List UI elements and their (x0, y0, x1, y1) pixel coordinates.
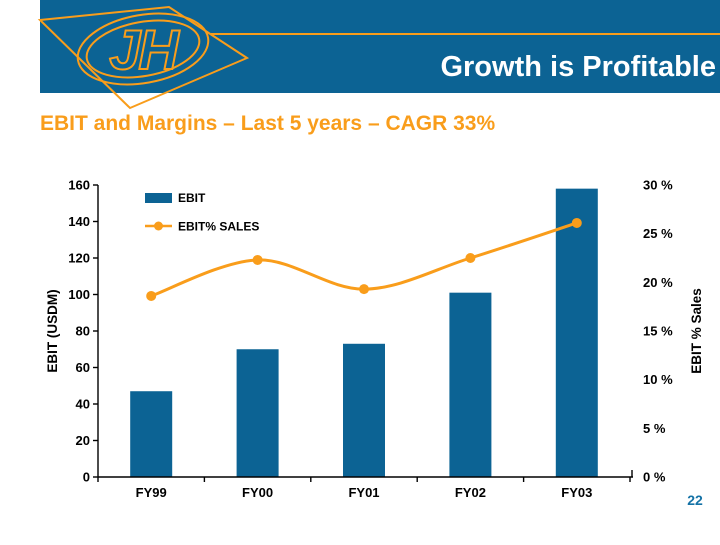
category-label-FY01: FY01 (348, 485, 379, 500)
category-label-FY00: FY00 (242, 485, 273, 500)
bar-FY99 (130, 391, 173, 477)
line-marker-FY03 (571, 217, 582, 228)
line-marker-FY99 (146, 290, 157, 301)
right-tick-label: 15 % (643, 324, 673, 339)
logo-monogram: JH (109, 18, 180, 81)
legend-marker-ebit-percent (154, 221, 163, 231)
chart-canvas: 0 20 40 60 80 100 120 140 160 0 % 5 % 10 % 15 % 20 % 2… (45, 178, 704, 501)
right-tick-label: 0 % (643, 470, 666, 485)
right-tick-label: 30 % (643, 178, 673, 193)
right-axis-labels: 0 % 5 % 10 % 15 % 20 % 25 % 30 % (643, 178, 673, 485)
logo-outer-ellipse (76, 12, 210, 86)
left-tick-label: 40 (76, 397, 90, 412)
category-label-FY02: FY02 (455, 485, 486, 500)
right-tick-label: 25 % (643, 226, 673, 241)
ebit-bars (130, 188, 598, 477)
ebit-margins-chart: 0 20 40 60 80 100 120 140 160 0 % 5 % 10 % 15 % 20 % 2… (0, 150, 720, 540)
left-tick-label: 120 (68, 251, 90, 266)
bar-FY03 (555, 188, 598, 477)
logo-inner-ellipse (85, 19, 201, 79)
left-tick-label: 0 (83, 470, 90, 485)
left-tick-label: 80 (76, 324, 90, 339)
line-marker-FY02 (465, 253, 476, 263)
slide-subtitle: EBIT and Margins – Last 5 years – CAGR 3… (40, 112, 496, 135)
category-label-FY03: FY03 (561, 485, 592, 500)
ebit-percent-sales-line (146, 217, 582, 301)
right-tick-label: 10 % (643, 372, 673, 387)
right-axis-title: EBIT % Sales (689, 288, 704, 374)
axes (97, 185, 633, 482)
chart-legend: EBIT EBIT% SALES (145, 191, 259, 234)
x-axis-labels: FY99 FY00 FY01 FY02 FY03 (136, 485, 593, 500)
page-number: 22 (687, 492, 703, 508)
left-axis-title: EBIT (USDM) (45, 289, 60, 372)
slide-title: Growth is Profitable (440, 51, 716, 83)
line-marker-FY00 (252, 254, 263, 265)
bar-FY02 (449, 292, 492, 477)
left-axis-labels: 0 20 40 60 80 100 120 140 160 (68, 178, 98, 485)
right-tick-label: 20 % (643, 275, 673, 290)
category-label-FY99: FY99 (136, 485, 167, 500)
left-tick-label: 100 (68, 287, 90, 302)
line-marker-FY01 (359, 284, 369, 295)
jh-logo: JH (37, 5, 250, 110)
legend-swatch-ebit (145, 193, 172, 203)
bar-FY01 (343, 343, 385, 477)
left-tick-label: 20 (76, 433, 90, 448)
legend-label-ebit: EBIT (178, 191, 206, 205)
logo-parallelogram (37, 5, 250, 110)
bar-FY00 (236, 349, 279, 477)
left-tick-label: 60 (76, 360, 90, 375)
left-tick-label: 160 (68, 178, 90, 193)
right-tick-label: 5 % (643, 421, 666, 436)
header-banner (40, 0, 720, 93)
left-tick-label: 140 (68, 214, 90, 229)
legend-label-ebit-percent: EBIT% SALES (178, 220, 259, 234)
header-accent-line (211, 33, 720, 35)
